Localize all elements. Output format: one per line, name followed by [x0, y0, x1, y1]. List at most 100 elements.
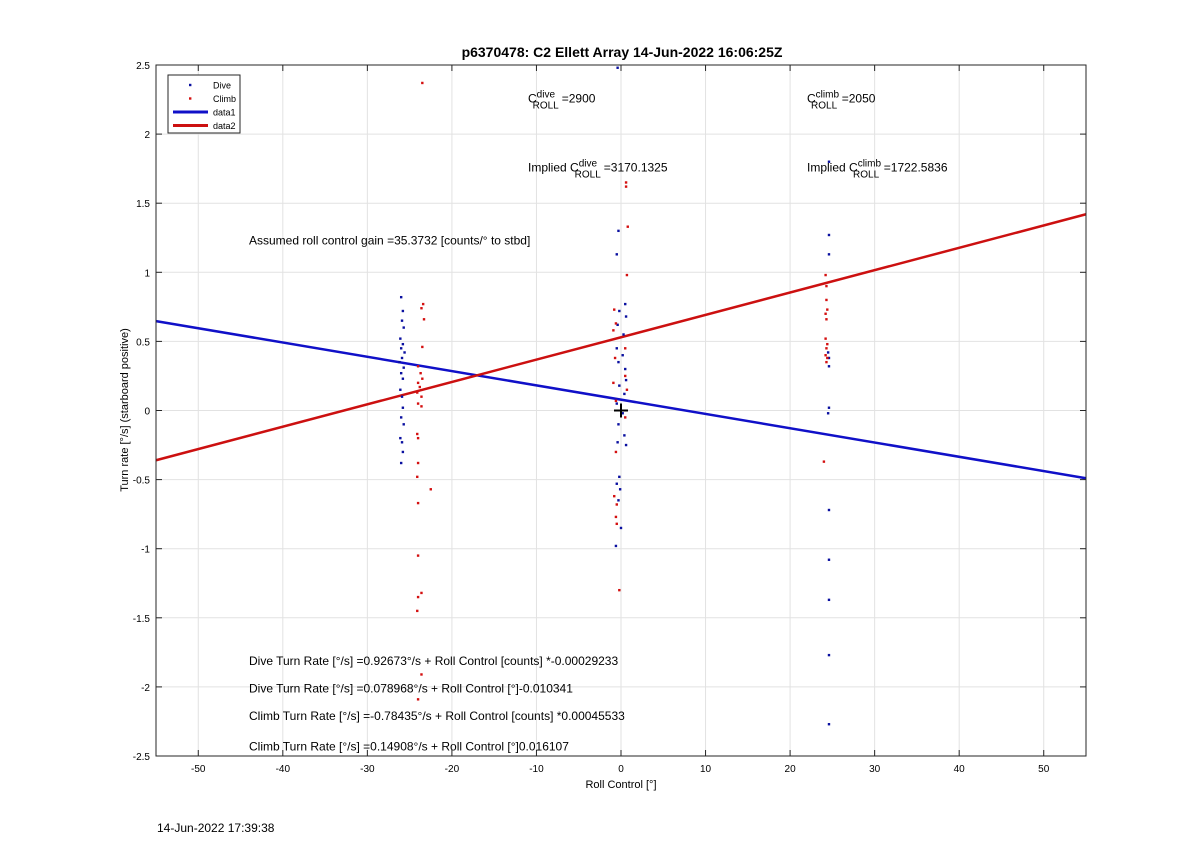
fit-line-data2	[155, 213, 1087, 462]
climb-point	[421, 377, 424, 380]
climb-point	[416, 436, 420, 440]
dive-point	[399, 371, 403, 375]
climb-point	[826, 308, 829, 311]
climb-point	[825, 360, 828, 364]
dive-point	[827, 406, 831, 409]
climb-point	[420, 591, 423, 595]
dive-point	[624, 315, 628, 318]
climb-point	[429, 488, 432, 491]
dive-point	[622, 333, 625, 336]
fit-line-data1	[155, 319, 1087, 480]
x-tick-label: -30	[360, 764, 375, 775]
dive-point	[402, 326, 405, 329]
data-points	[398, 66, 831, 726]
dive-point	[615, 402, 618, 405]
climb-point	[614, 450, 618, 454]
x-tick-label: 30	[869, 764, 881, 775]
dive-point	[617, 229, 620, 233]
dive-point	[623, 392, 626, 396]
dive-point	[621, 354, 624, 357]
y-tick-label: 0.5	[136, 337, 150, 348]
climb-point	[826, 356, 829, 360]
climb-point	[416, 501, 420, 505]
climb-point	[421, 345, 424, 349]
dive-point	[617, 499, 620, 502]
climb-point	[422, 318, 426, 321]
climb-point	[824, 337, 827, 340]
climb-point	[420, 405, 423, 408]
dive-point	[624, 378, 628, 382]
c-roll-climb-label: Cclimb ROLL=2050	[807, 89, 876, 111]
climb-point	[615, 522, 618, 526]
x-tick-label: -10	[529, 764, 544, 775]
dive-point	[618, 384, 621, 387]
dive-point	[401, 342, 405, 346]
dive-point	[618, 309, 621, 313]
climb-point	[416, 595, 420, 599]
dive-point	[615, 347, 618, 350]
dive-point	[399, 337, 402, 340]
y-tick-label: -1	[141, 545, 150, 556]
climb-point	[416, 391, 419, 394]
x-tick-label: -50	[191, 764, 206, 775]
fit-lines	[155, 213, 1087, 480]
climb-point	[420, 307, 423, 310]
climb-point	[420, 673, 423, 676]
climb-point	[626, 225, 629, 228]
dive-point	[618, 488, 622, 491]
dive-point	[399, 461, 403, 465]
implied-c-roll-dive-label: Implied Cdive ROLL=3170.1325	[528, 158, 668, 180]
annotation-eq-dive-counts: Dive Turn Rate [°/s] =0.92673°/s + Roll …	[249, 654, 618, 668]
legend-label: Climb	[213, 94, 236, 104]
climb-point	[416, 698, 420, 701]
x-tick-label: 0	[618, 764, 624, 775]
climb-point	[625, 273, 629, 277]
climb-point	[416, 475, 419, 479]
dive-point	[401, 309, 405, 313]
annotation-gain: Assumed roll control gain =35.3732 [coun…	[249, 234, 530, 248]
dive-point	[617, 360, 620, 364]
climb-point	[416, 554, 420, 557]
climb-point	[624, 181, 628, 184]
dive-point	[616, 323, 619, 327]
dive-point	[624, 302, 627, 306]
legend-label: data2	[213, 121, 236, 131]
dive-point	[827, 253, 831, 256]
climb-point	[625, 388, 629, 391]
legend: Dive Climb data1 data2	[167, 74, 241, 134]
annotation-eq-dive-deg: Dive Turn Rate [°/s] =0.078968°/s + Roll…	[249, 681, 573, 695]
dive-point	[401, 406, 405, 409]
dive-point	[826, 412, 830, 415]
dive-point	[399, 416, 403, 419]
climb-point	[824, 312, 827, 315]
y-tick-label: 1.5	[136, 199, 150, 210]
dive-point	[618, 475, 621, 479]
y-tick-label: 1	[144, 268, 150, 279]
dive-point	[617, 423, 620, 426]
dive-point	[400, 441, 404, 444]
legend-label: data1	[213, 108, 236, 118]
dive-point	[616, 66, 619, 69]
climb-point	[421, 302, 425, 306]
climb-point	[624, 347, 627, 350]
dive-point	[827, 653, 831, 657]
dive-point	[827, 558, 831, 561]
climb-point	[614, 515, 618, 519]
dive-point	[399, 388, 402, 391]
dive-point	[616, 441, 619, 444]
climb-point	[624, 416, 627, 419]
climb-point	[612, 381, 615, 385]
dive-point	[399, 436, 402, 440]
dive-point	[399, 295, 403, 299]
dive-point	[400, 395, 404, 398]
x-tick-label: 40	[954, 764, 966, 775]
climb-point	[624, 374, 627, 378]
dive-point	[403, 351, 406, 354]
dive-point	[624, 443, 628, 447]
dive-point	[400, 319, 404, 322]
axes: -50 -40 -30 -20 -10 0 10 20 30 40 50-2.5-2-1.5-1-0…	[133, 61, 1087, 775]
climb-point	[613, 494, 616, 498]
x-tick-label: -20	[445, 764, 460, 775]
climb-point	[612, 329, 615, 332]
dive-point	[402, 423, 405, 426]
